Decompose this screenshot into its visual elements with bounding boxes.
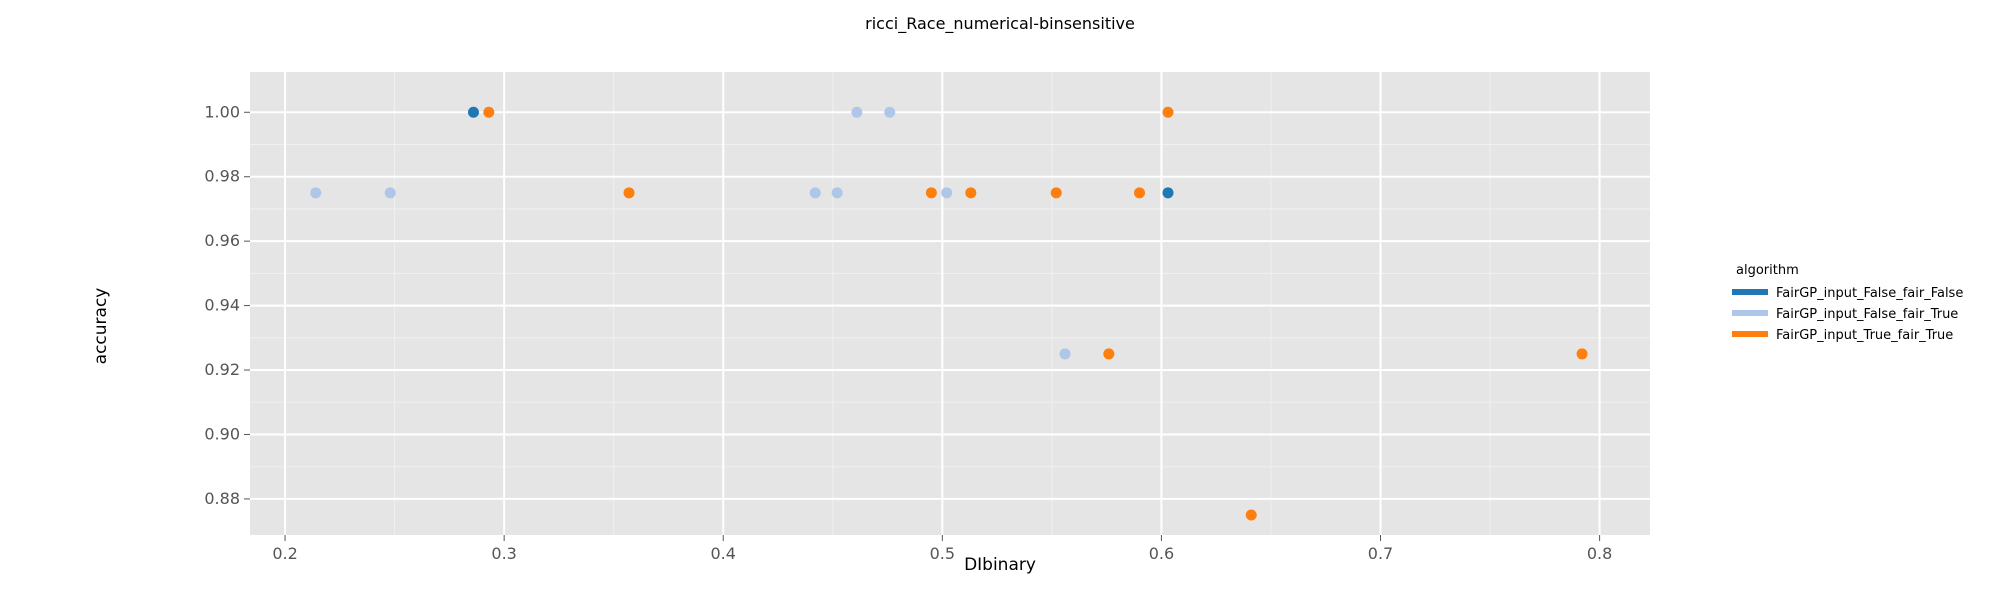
legend-label: FairGP_input_False_fair_True [1776,307,1958,322]
data-point [1059,348,1071,360]
legend-swatch [1732,331,1768,337]
x-tick-label: 0.4 [711,544,736,563]
x-tick-label: 0.2 [272,544,297,563]
data-point [1576,348,1588,360]
legend: algorithm FairGP_input_False_fair_FalseF… [1732,263,1963,343]
data-points [310,106,1588,521]
y-axis-ticks: 0.88 0.90 0.92 0.94 0.96 0.98 1.00 [204,102,250,508]
y-tick-label: 0.90 [204,424,240,443]
data-point [831,187,843,199]
y-tick-label: 0.94 [204,296,240,315]
data-point [809,187,821,199]
major-gridlines [250,72,1650,535]
data-point [965,187,977,199]
legend-title: algorithm [1736,263,1799,278]
x-tick-label: 0.7 [1368,544,1393,563]
plot-area [250,72,1650,535]
data-point [1103,348,1115,360]
y-tick-label: 0.92 [204,360,240,379]
data-point [1162,187,1174,199]
data-point [1134,187,1146,199]
data-point [384,187,396,199]
x-axis-ticks: 0.2 0.3 0.4 0.5 0.6 0.7 0.8 [272,535,1612,563]
y-tick-label: 1.00 [204,102,240,121]
data-point [1245,509,1257,521]
data-point [925,187,937,199]
data-point [483,106,495,118]
legend-swatch [1732,310,1768,316]
y-axis-label: accuracy [91,288,111,365]
data-point [310,187,322,199]
y-tick-label: 0.96 [204,231,240,250]
x-tick-label: 0.6 [1149,544,1174,563]
minor-gridlines [250,72,1650,535]
data-point [1162,106,1174,118]
data-point [941,187,953,199]
x-tick-label: 0.5 [930,544,955,563]
data-point [623,187,635,199]
legend-items: FairGP_input_False_fair_False FairGP_inpu… [1732,286,1963,343]
legend-swatch [1732,289,1768,295]
y-tick-label: 0.98 [204,167,240,186]
x-tick-label: 0.3 [491,544,516,563]
y-tick-label: 0.88 [204,489,240,508]
legend-label: FairGP_input_True_fair_True [1776,328,1953,343]
x-axis-label: DIbinary [964,555,1036,575]
chart-title: ricci_Race_numerical-binsensitive [865,14,1135,34]
data-point [1050,187,1062,199]
x-tick-label: 0.8 [1587,544,1612,563]
data-point [884,106,896,118]
data-point [851,106,863,118]
legend-label: FairGP_input_False_fair_False [1776,286,1963,301]
data-point [467,106,479,118]
